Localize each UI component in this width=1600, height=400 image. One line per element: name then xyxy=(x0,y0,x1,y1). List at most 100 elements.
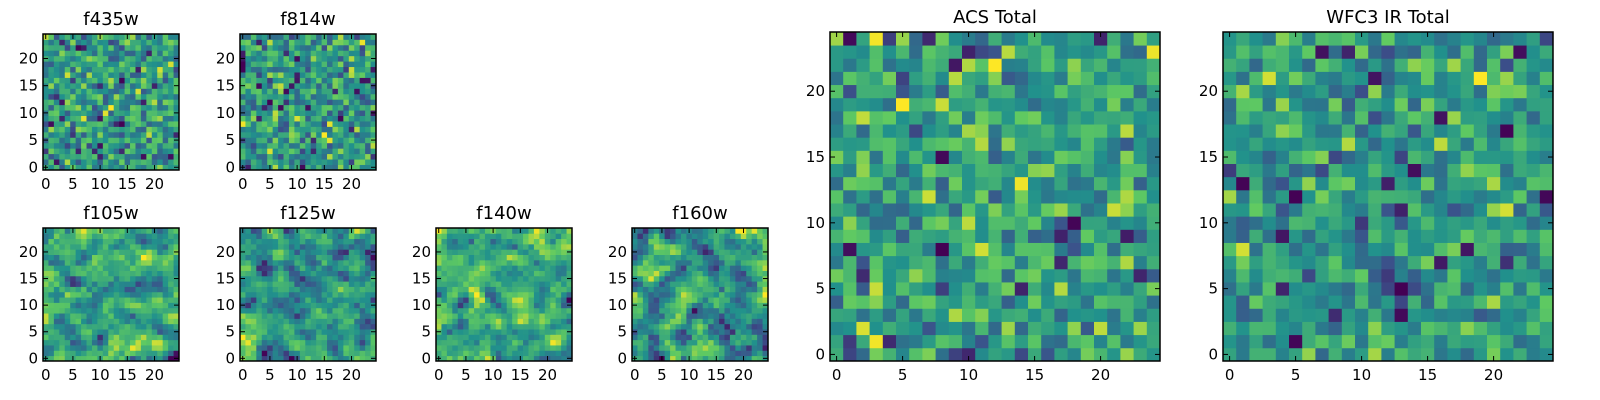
heatmap-cell xyxy=(70,44,77,51)
heatmap-cell xyxy=(102,254,109,261)
heatmap-cell xyxy=(506,259,513,266)
heatmap-cell xyxy=(332,350,339,357)
heatmap-cell xyxy=(256,137,263,144)
heatmap-cell xyxy=(495,350,502,357)
heatmap-cell xyxy=(59,82,66,89)
heatmap-cell xyxy=(1107,137,1121,151)
heatmap-cell xyxy=(729,265,736,271)
heatmap-cell xyxy=(1080,71,1095,86)
heatmap-cell xyxy=(762,350,769,357)
heatmap-cell xyxy=(43,265,49,271)
heatmap-cell xyxy=(151,329,158,335)
heatmap-cell xyxy=(724,302,731,309)
heatmap-cell xyxy=(332,99,339,106)
heatmap-cell xyxy=(1041,97,1055,112)
heatmap-cell xyxy=(250,39,257,46)
heatmap-cell xyxy=(856,308,870,322)
heatmap-cell xyxy=(173,233,180,240)
heatmap-cell xyxy=(642,249,649,255)
heatmap-cell xyxy=(332,238,339,245)
heatmap-cell xyxy=(539,275,546,282)
heatmap-cell xyxy=(664,302,671,309)
heatmap-cell xyxy=(882,189,897,204)
heatmap-cell xyxy=(697,254,704,261)
heatmap-cell xyxy=(124,297,131,303)
heatmap-cell xyxy=(1041,137,1055,151)
heatmap-cell xyxy=(457,355,464,362)
heatmap-cell xyxy=(484,318,491,325)
heatmap-cell xyxy=(359,323,366,330)
heatmap-cell xyxy=(348,82,355,89)
heatmap-cell xyxy=(332,323,339,330)
heatmap-cell xyxy=(474,286,480,293)
heatmap-cell xyxy=(975,58,989,72)
heatmap-cell xyxy=(108,275,115,282)
heatmap-cell xyxy=(310,137,317,144)
heatmap-cell xyxy=(168,34,174,40)
heatmap-cell xyxy=(119,142,125,149)
heatmap-cell xyxy=(288,355,295,362)
heatmap-cell xyxy=(272,164,279,171)
heatmap-cell xyxy=(484,286,491,293)
heatmap-cell xyxy=(316,142,322,149)
heatmap-cell xyxy=(81,50,87,57)
heatmap-cell xyxy=(130,93,136,100)
heatmap-cell xyxy=(1236,308,1250,322)
heatmap-cell xyxy=(97,115,104,122)
heatmap-cell xyxy=(140,110,147,116)
heatmap-cell xyxy=(321,137,328,144)
heatmap-cell xyxy=(48,88,55,95)
heatmap-cell xyxy=(305,50,312,57)
heatmap-cell xyxy=(686,238,693,245)
heatmap-cell xyxy=(948,347,963,362)
heatmap-cell xyxy=(146,159,153,165)
heatmap-cell xyxy=(1473,242,1488,257)
heatmap-cell xyxy=(637,291,644,298)
heatmap-cell xyxy=(70,137,77,144)
x-tick-label: 15 xyxy=(511,366,530,384)
heatmap-cell xyxy=(261,110,268,116)
heatmap-cell xyxy=(843,163,857,178)
heatmap-cell xyxy=(751,355,758,362)
heatmap-cell xyxy=(1054,84,1068,99)
heatmap-cell xyxy=(316,281,322,287)
heatmap-cell xyxy=(151,137,158,144)
heatmap-cell xyxy=(1460,347,1475,362)
heatmap-cell xyxy=(463,270,470,277)
heatmap-cell xyxy=(43,44,49,51)
heatmap-cell xyxy=(64,228,71,234)
heatmap-cell xyxy=(59,137,66,144)
heatmap-cell xyxy=(327,275,333,282)
heatmap-cell xyxy=(1407,216,1422,230)
heatmap-cell xyxy=(1249,295,1263,309)
heatmap-cell xyxy=(75,249,82,255)
heatmap-cell xyxy=(113,355,120,362)
heatmap-cell xyxy=(370,93,377,100)
heatmap-cell xyxy=(48,286,55,293)
heatmap-cell xyxy=(43,297,49,303)
heatmap-cell xyxy=(168,302,174,309)
heatmap-cell xyxy=(48,121,55,127)
heatmap-cell xyxy=(1223,229,1237,243)
heatmap-cell xyxy=(130,82,136,89)
heatmap-cell xyxy=(729,345,736,351)
heatmap-cell xyxy=(348,313,355,319)
heatmap-cell xyxy=(1054,347,1068,362)
heatmap-cell xyxy=(670,281,676,287)
heatmap-cell xyxy=(1275,229,1290,243)
heatmap-cell xyxy=(337,323,344,330)
heatmap-cell xyxy=(1368,255,1382,270)
heatmap-cell xyxy=(168,281,174,287)
heatmap-cell xyxy=(48,126,55,133)
heatmap-cell xyxy=(463,307,470,314)
heatmap-cell xyxy=(512,323,518,330)
heatmap-cell xyxy=(735,307,742,314)
heatmap-cell xyxy=(140,77,147,84)
heatmap-cell xyxy=(735,238,742,245)
heatmap-cell xyxy=(713,275,720,282)
heatmap-cell xyxy=(670,313,676,319)
heatmap-cell xyxy=(365,126,371,133)
heatmap-cell xyxy=(327,82,333,89)
heatmap-cell xyxy=(250,121,257,127)
heatmap-cell xyxy=(151,334,158,341)
